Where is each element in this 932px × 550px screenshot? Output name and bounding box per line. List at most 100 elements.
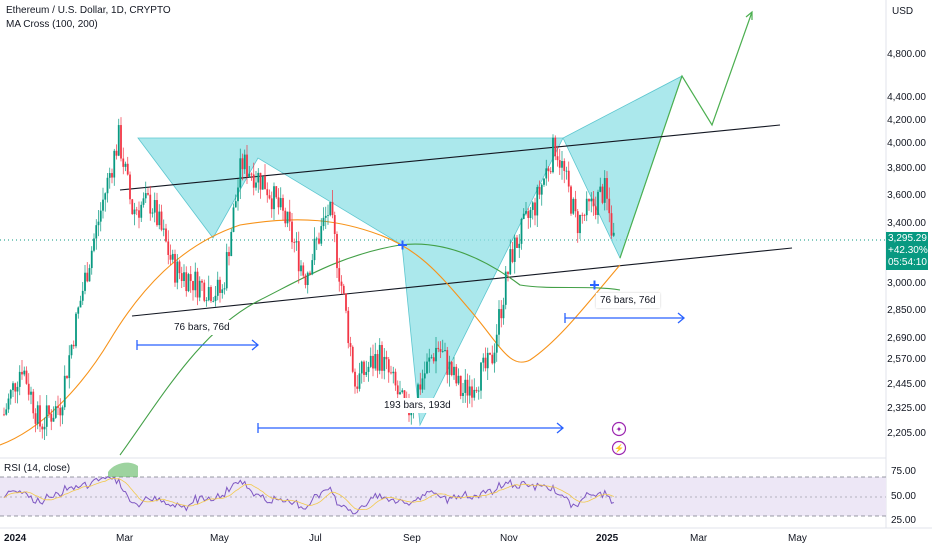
candle-body [302, 265, 305, 276]
candle-body [77, 307, 80, 314]
candle-body [331, 201, 334, 216]
candle-body [457, 375, 460, 384]
candle-body [268, 195, 271, 199]
candle-body [509, 249, 512, 275]
current-price-badge: 3,295.29 +42.30% 05:54:10 [886, 232, 928, 270]
candle-body [255, 182, 257, 188]
candle-body [597, 191, 599, 215]
candle-body [396, 385, 399, 395]
candle-body [450, 361, 453, 376]
candle-body [482, 357, 485, 363]
event-icon [611, 421, 627, 437]
candle-body [108, 173, 111, 178]
candle-body [327, 215, 329, 217]
candle-body [322, 217, 325, 227]
candle-body [561, 161, 563, 168]
candle-body [572, 198, 575, 214]
candle-body [264, 176, 266, 190]
candle-body [574, 198, 577, 212]
candle-body [549, 171, 552, 173]
currency-label[interactable]: USD [892, 6, 914, 17]
candle-body [401, 390, 404, 393]
candle-body [507, 271, 509, 275]
candle-body [565, 170, 568, 172]
candle-body [288, 211, 291, 222]
candle-body [14, 383, 17, 392]
candle-body [223, 288, 226, 290]
candle-body [115, 150, 118, 156]
candle-body [480, 362, 482, 391]
candle-body [588, 198, 590, 202]
candle-body [23, 370, 26, 375]
candle-body [259, 172, 262, 190]
candle-body [178, 261, 181, 274]
candle-body [25, 370, 28, 384]
price-tick-label: 4,200.00 [887, 115, 926, 126]
rsi-label[interactable]: RSI (14, close) [4, 463, 71, 474]
svg-text:✦: ✦ [616, 425, 623, 434]
middle-measure-label[interactable]: 193 bars, 193d [380, 398, 455, 413]
candle-body [43, 426, 46, 430]
candle-body [234, 201, 237, 208]
candle-body [291, 221, 293, 243]
candle-body [124, 163, 127, 167]
candle-body [381, 345, 383, 371]
candle-body [504, 271, 507, 305]
svg-text:⚡: ⚡ [614, 443, 624, 453]
candle-body [531, 202, 534, 210]
candle-body [394, 371, 397, 386]
candle-body [367, 366, 370, 372]
symbol-title[interactable]: Ethereum / U.S. Dollar, 1D, CRYPTO [6, 5, 171, 16]
candle-body [57, 406, 59, 408]
candle-body [171, 253, 174, 260]
candle-body [468, 386, 471, 396]
projection-path [619, 11, 753, 259]
candle-body [525, 211, 527, 214]
candle-body [45, 405, 48, 427]
candle-body [378, 345, 381, 371]
candle-body [192, 280, 194, 291]
time-tick-label: Mar [690, 533, 708, 544]
price-tick-label: 2,850.00 [887, 305, 926, 316]
candle-body [151, 212, 154, 214]
candle-body [219, 279, 221, 293]
candle-body [81, 290, 84, 301]
candle-body [333, 215, 336, 234]
indicator-label[interactable]: MA Cross (100, 200) [6, 19, 98, 30]
candle-body [583, 214, 586, 216]
candle-body [527, 211, 530, 218]
candle-body [122, 158, 125, 167]
candle-body [194, 271, 197, 291]
candle-body [203, 282, 206, 301]
candle-body [329, 201, 332, 216]
candle-body [95, 225, 98, 239]
candle-body [606, 178, 608, 199]
price-tick-label: 2,570.00 [887, 354, 926, 365]
candle-body [522, 213, 525, 219]
candle-body [135, 209, 138, 211]
candle-body [140, 204, 143, 218]
candle-body [120, 125, 122, 159]
right-measure-label[interactable]: 76 bars, 76d [596, 293, 660, 308]
left-measure-label[interactable]: 76 bars, 76d [170, 320, 234, 335]
candle-body [444, 350, 446, 352]
candle-body [232, 207, 235, 232]
candle-body [430, 357, 433, 359]
candle-body [90, 250, 93, 269]
candle-body [257, 172, 260, 183]
candle-body [403, 390, 406, 401]
candle-body [12, 383, 14, 391]
candle-body [417, 384, 419, 401]
candle-body [558, 160, 561, 168]
candle-body [133, 209, 136, 215]
price-tick-label: 2,205.00 [887, 428, 926, 439]
price-tick-label: 2,325.00 [887, 403, 926, 414]
candle-body [88, 268, 91, 282]
candle-body [149, 194, 152, 214]
ma200-line [119, 243, 621, 456]
candle-body [498, 309, 500, 335]
candle-body [324, 215, 327, 218]
candle-body [144, 193, 147, 199]
candle-body [428, 357, 431, 362]
